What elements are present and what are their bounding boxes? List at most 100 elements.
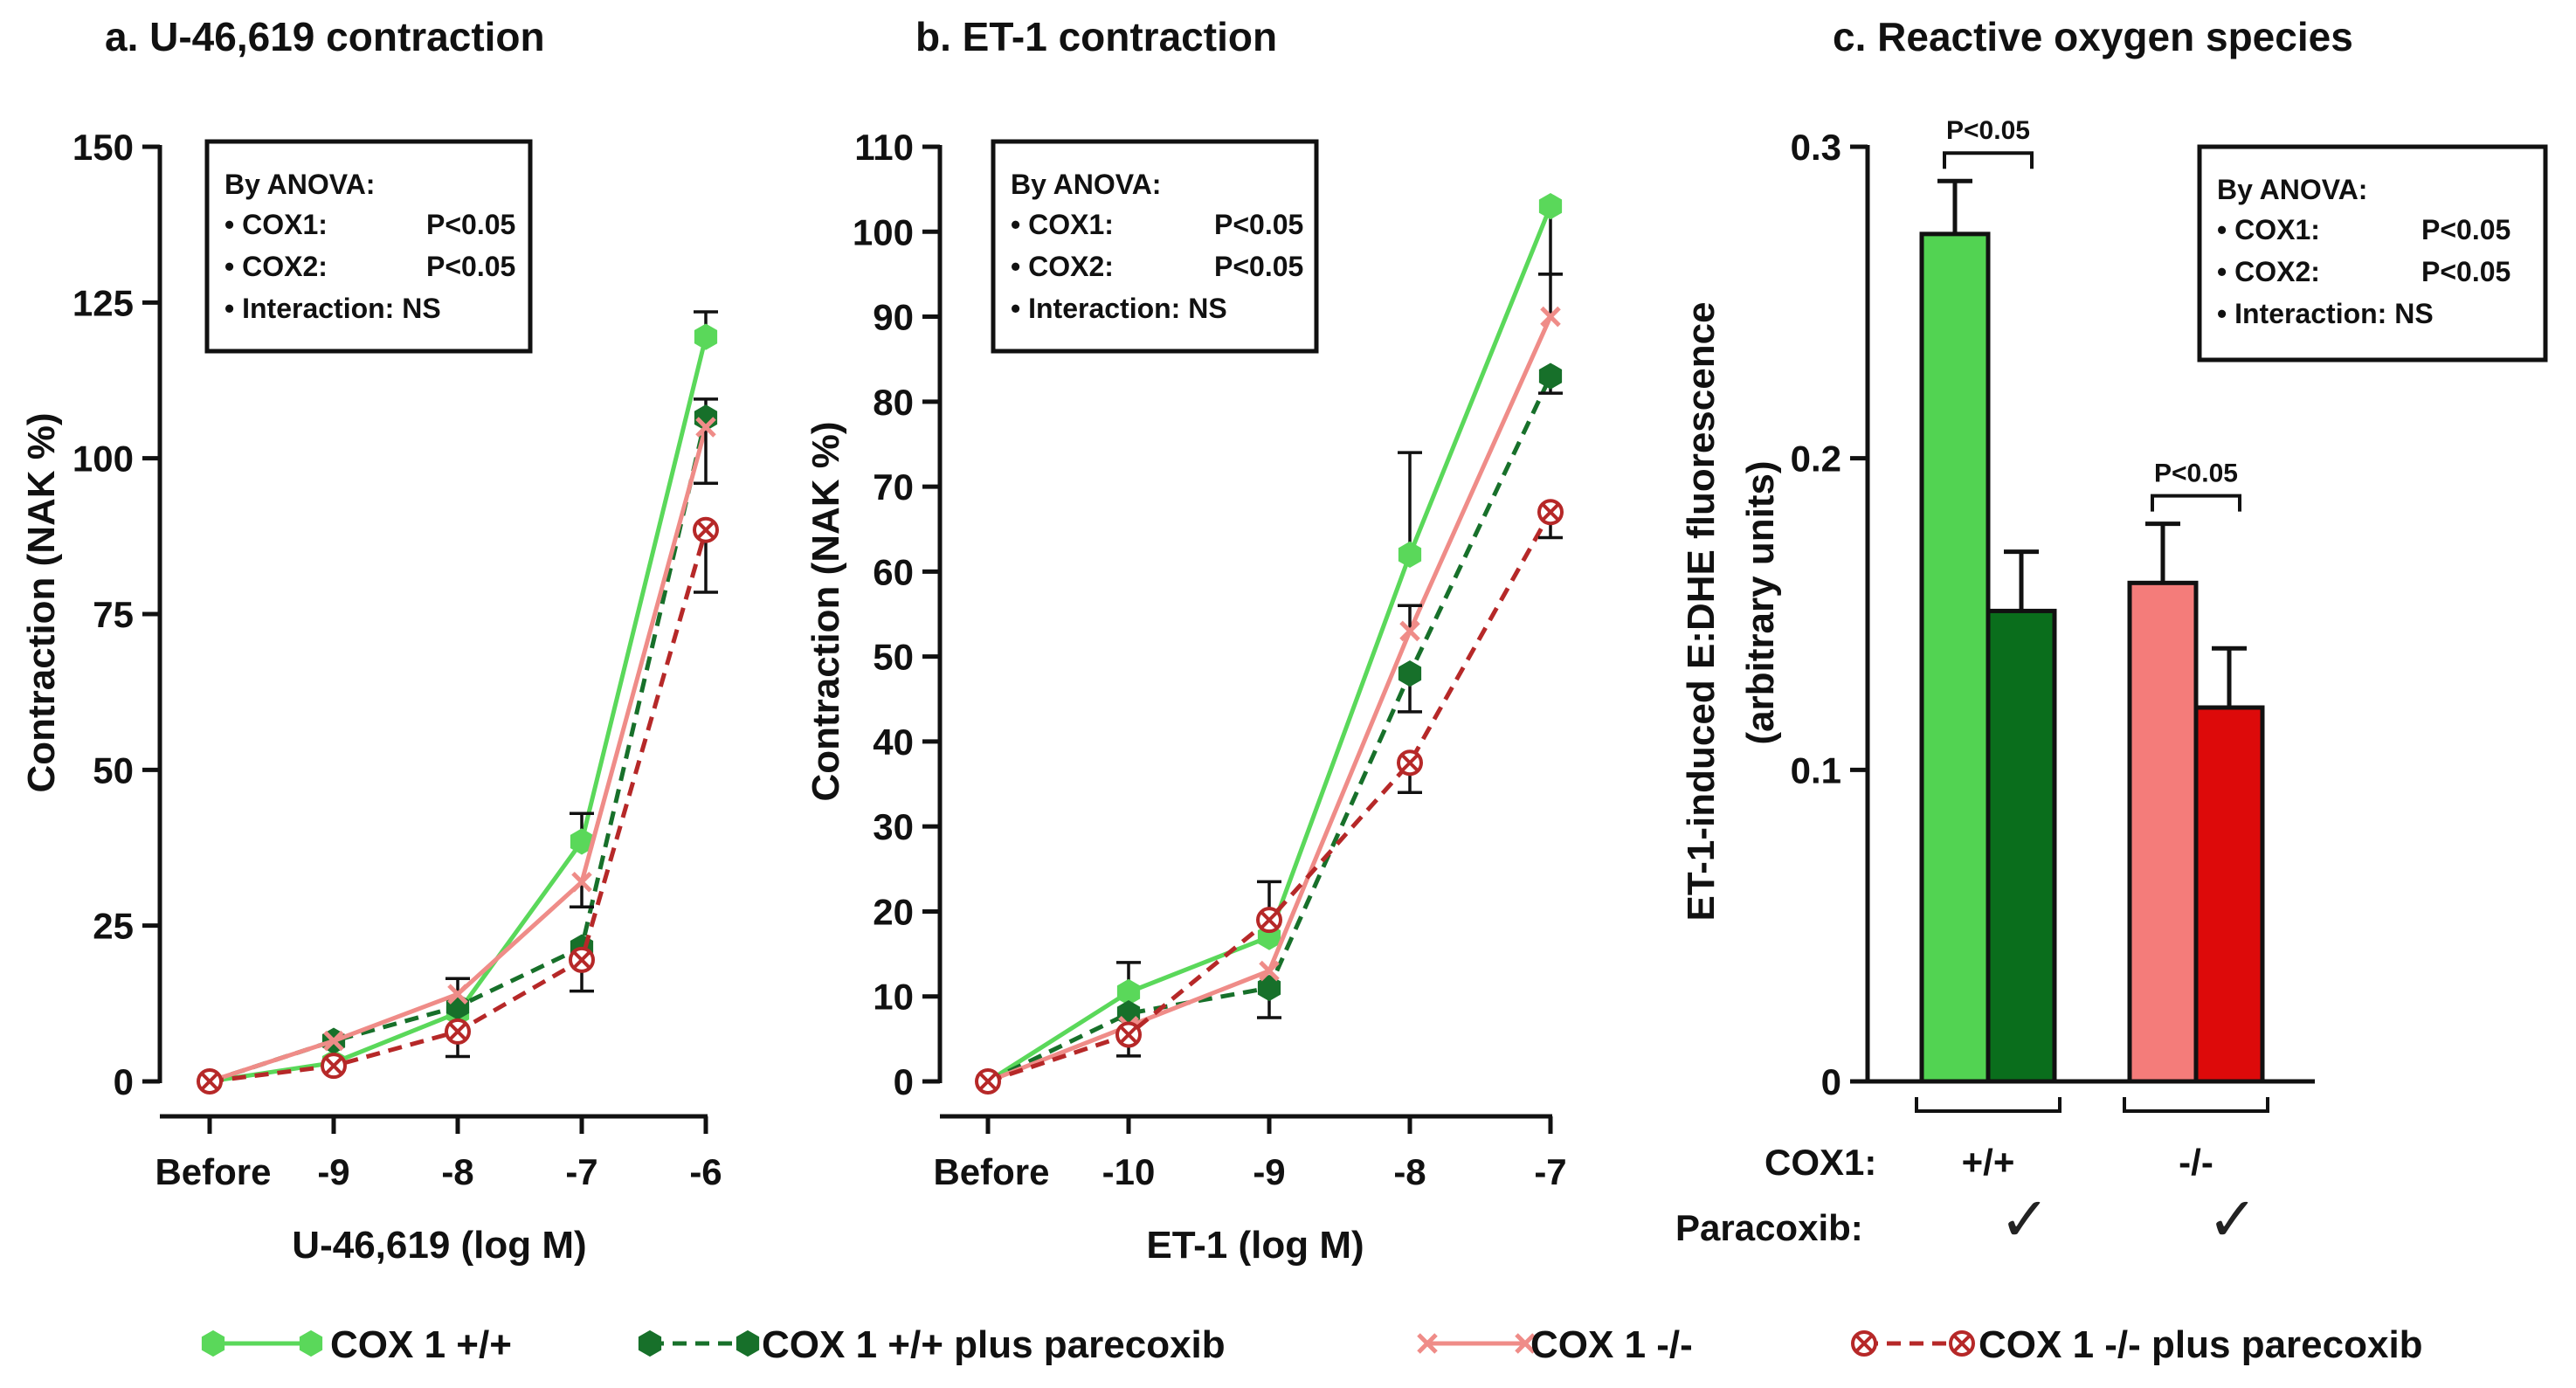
legend-marker-hex bbox=[736, 1329, 760, 1357]
panel-c-group-1: P<0.05 -/-✓ bbox=[2123, 459, 2269, 1255]
panel-c-cox1-genotype: +/+ bbox=[1962, 1142, 2015, 1183]
panel-a-y-tick-label: 50 bbox=[93, 749, 134, 791]
panel-c-y-tick-label: 0.1 bbox=[1791, 749, 1841, 791]
legend-marker-stroke bbox=[1953, 1335, 1971, 1352]
panel-b-y-tick-label: 20 bbox=[873, 891, 914, 932]
panel-a-data-point-stroke bbox=[573, 950, 590, 969]
panel-c-stats-label: • COX1: bbox=[2217, 214, 2320, 245]
panel-a-stats-box-frame bbox=[204, 139, 533, 354]
panel-b-stats-value: P<0.05 bbox=[1214, 251, 1303, 282]
panel-c-significance-label: P<0.05 bbox=[1946, 116, 2030, 145]
panel-b-data-point bbox=[1257, 974, 1281, 1002]
panel-c-row-label-cox1: COX1: bbox=[1765, 1142, 1876, 1183]
panel-b-data-point-stroke bbox=[1120, 1025, 1137, 1044]
panel-b-y-tick-label: 60 bbox=[873, 551, 914, 592]
panel-a-x-tick-label: Before bbox=[155, 1151, 271, 1192]
panel-c-stats-box: By ANOVA: • COX1: P<0.05 • COX2: P<0.05 • Int… bbox=[2197, 144, 2548, 363]
panel-a-stats-label: • COX1: bbox=[224, 209, 328, 240]
panel-b-data-point bbox=[1398, 659, 1422, 687]
panel-a-data-point-stroke bbox=[571, 871, 592, 893]
panel-a-data-point bbox=[569, 946, 595, 973]
panel-a-data-point-stroke bbox=[325, 1057, 342, 1075]
panel-c-group-bracket bbox=[2123, 1097, 2269, 1113]
panel-b-data-point-stroke bbox=[1260, 911, 1278, 929]
panel-c-stats-value: P<0.05 bbox=[2421, 256, 2510, 287]
legend-marker bbox=[1851, 1330, 1877, 1357]
panel-a-title: a. U-46,619 contraction bbox=[105, 14, 545, 59]
legend-marker bbox=[1417, 1333, 1438, 1354]
panel-a-x-tick-label: -7 bbox=[565, 1151, 597, 1192]
panel-b-y-tick-label: 110 bbox=[854, 127, 914, 168]
legend-marker-hex bbox=[299, 1329, 323, 1357]
panel-a-stats-value: P<0.05 bbox=[426, 209, 515, 240]
legend-marker-stroke bbox=[1417, 1333, 1438, 1354]
panel-b-data-point-stroke bbox=[1540, 306, 1561, 328]
panel-a-y-tick-label: 25 bbox=[93, 906, 134, 947]
panel-a-data-point bbox=[447, 984, 468, 1005]
panel-a-series-3 bbox=[197, 516, 719, 1095]
panel-b-data-point-hex bbox=[1398, 659, 1422, 687]
panel-c-title: c. Reactive oxygen species bbox=[1833, 14, 2353, 59]
panel-a-x-tick-label: -9 bbox=[317, 1151, 349, 1192]
panel-a-x-tick-label: -6 bbox=[689, 1151, 722, 1192]
panel-b-y-tick-label: 100 bbox=[853, 211, 914, 252]
panel-b-data-point bbox=[1399, 620, 1420, 642]
legend-label: COX 1 +/+ bbox=[330, 1323, 512, 1366]
legend-item-0: COX 1 +/+ bbox=[201, 1323, 512, 1366]
panel-b-stats-heading: By ANOVA: bbox=[1011, 169, 1161, 200]
panel-c-bar bbox=[2127, 580, 2199, 1084]
panel-b-y-label: Contraction (NAK %) bbox=[805, 421, 847, 801]
legend-marker bbox=[299, 1329, 323, 1357]
panel-b-data-point-stroke bbox=[1542, 503, 1559, 521]
panel-c-cox1-genotype: -/- bbox=[2179, 1142, 2213, 1183]
panel-b-y-tick-label: 40 bbox=[873, 722, 914, 763]
panel-b-stats-label: • Interaction: NS bbox=[1011, 293, 1227, 324]
panel-a-data-point bbox=[323, 1030, 344, 1052]
panel-a-y-tick-label: 100 bbox=[73, 438, 134, 480]
panel-b-series-3 bbox=[975, 499, 1564, 1095]
panel-b-data-point bbox=[1397, 749, 1423, 777]
panel-a-stats-value: P<0.05 bbox=[426, 251, 515, 282]
panel-b-x-tick-label: -8 bbox=[1393, 1151, 1426, 1192]
panel-a-data-point bbox=[693, 516, 719, 543]
panel-a-data-point-hex bbox=[694, 323, 718, 350]
panel-c-bar bbox=[1986, 608, 2057, 1084]
panel-c-significance-bracket bbox=[2151, 494, 2241, 512]
panel-b-stats-box-frame bbox=[991, 139, 1319, 354]
legend-marker bbox=[1515, 1333, 1536, 1354]
panel-a-stats-label: • Interaction: NS bbox=[224, 293, 441, 324]
legend-label: COX 1 -/- plus parecoxib bbox=[1979, 1323, 2423, 1366]
panel-b-x-tick-label: -10 bbox=[1102, 1151, 1156, 1192]
panel-a-stats-box: By ANOVA: • COX1: P<0.05 • COX2: P<0.05 • Int… bbox=[204, 139, 533, 354]
panel-c-bar bbox=[2193, 705, 2265, 1084]
panel-b-data-point bbox=[1256, 907, 1282, 934]
panel-a-series-line bbox=[209, 336, 708, 1084]
panel-b-x-tick-label: -9 bbox=[1253, 1151, 1285, 1192]
panel-a-data-point bbox=[321, 1053, 347, 1080]
panel-b-data-point bbox=[1538, 192, 1563, 220]
panel-a-data-point bbox=[197, 1068, 223, 1095]
panel-b-stats-label: • COX1: bbox=[1011, 209, 1114, 240]
legend-marker-stroke bbox=[1515, 1333, 1536, 1354]
panel-c-y-tick-label: 0 bbox=[1821, 1061, 1841, 1102]
legend-item-3: COX 1 -/- plus parecoxib bbox=[1851, 1323, 2423, 1366]
legend-item-2: COX 1 -/- bbox=[1417, 1323, 1693, 1366]
panel-c-stats-value: P<0.05 bbox=[2421, 214, 2510, 245]
panel-c-stats-label: • Interaction: NS bbox=[2217, 298, 2434, 329]
panel-c-y-tick-label: 0.2 bbox=[1791, 438, 1841, 480]
legend-item-1: COX 1 +/+ plus parecoxib bbox=[638, 1323, 1226, 1366]
panel-b-data-point-stroke bbox=[1399, 620, 1420, 642]
panel-b-stats-label: • COX2: bbox=[1011, 251, 1114, 282]
panel-a-data-point bbox=[695, 417, 716, 438]
panel-b-y-tick-label: 50 bbox=[873, 637, 914, 678]
panel-b-data-point bbox=[1538, 363, 1563, 390]
panel-b-title: b. ET-1 contraction bbox=[915, 14, 1277, 59]
legend: COX 1 +/+ COX 1 +/+ plus parecoxib COX 1 -… bbox=[201, 1323, 2423, 1366]
panel-b-data-point bbox=[1398, 541, 1422, 569]
legend-marker bbox=[638, 1329, 662, 1357]
panel-c-y-tick-label: 0.3 bbox=[1791, 127, 1841, 168]
panel-c-bar bbox=[1919, 231, 1991, 1084]
panel-c-row-label-paracoxib: Paracoxib: bbox=[1675, 1207, 1863, 1248]
panel-b-data-point bbox=[1115, 1021, 1142, 1048]
